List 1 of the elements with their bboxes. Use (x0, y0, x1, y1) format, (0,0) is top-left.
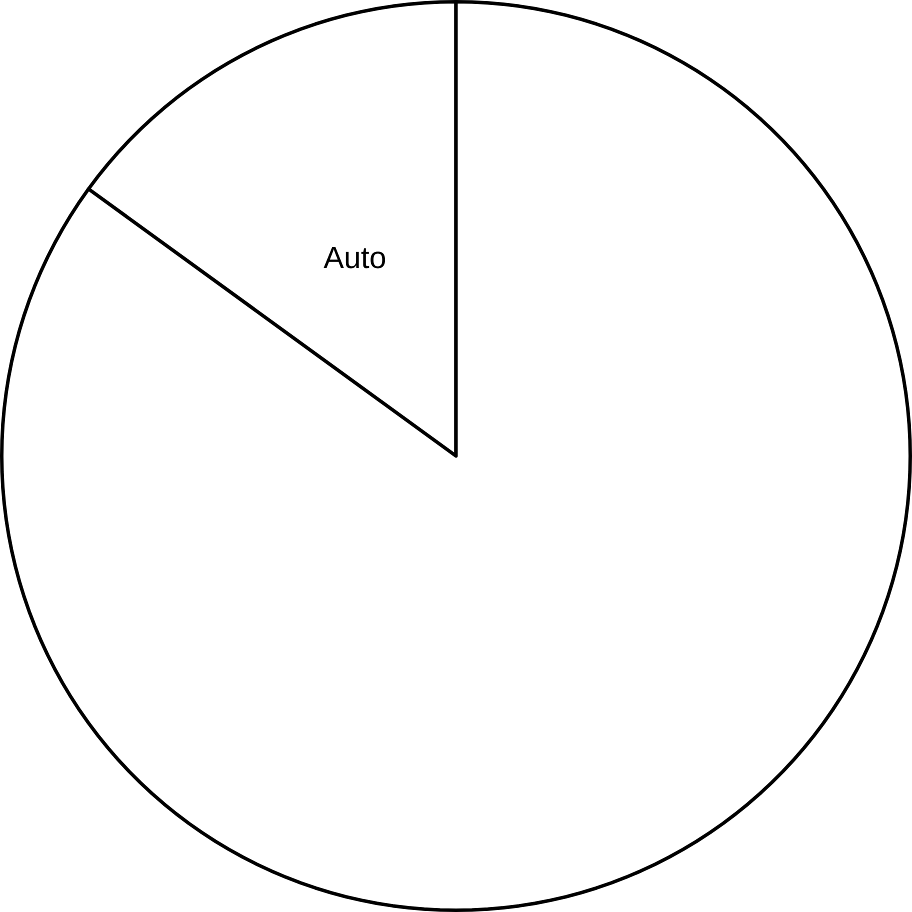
slice-label: Auto (324, 247, 386, 268)
